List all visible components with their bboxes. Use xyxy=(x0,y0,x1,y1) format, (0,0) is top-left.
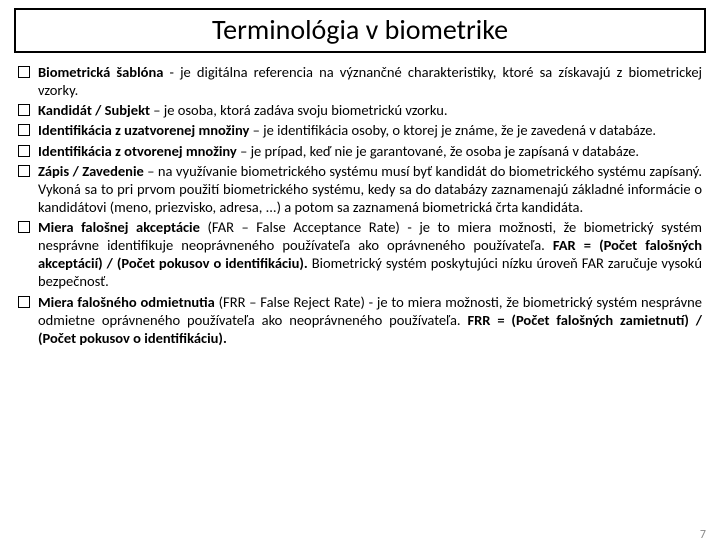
term: Miera falošného odmietnutia xyxy=(38,293,215,311)
item-text: Identifikácia z uzatvorenej množiny – je… xyxy=(38,121,656,139)
item-text: Miera falošného odmietnutia (FRR – False… xyxy=(38,293,702,347)
list-item: Identifikácia z otvorenej množiny – je p… xyxy=(18,142,702,160)
term: Identifikácia z otvorenej množiny xyxy=(38,142,237,160)
square-bullet-icon xyxy=(18,296,30,308)
definition: – je prípad, keď nie je garantované, že … xyxy=(237,142,639,160)
list-item: Biometrická šablóna - je digitálna refer… xyxy=(18,63,702,99)
square-bullet-icon xyxy=(18,66,30,78)
list-item: Kandidát / Subjekt – je osoba, ktorá zad… xyxy=(18,101,702,119)
item-text: Kandidát / Subjekt – je osoba, ktorá zad… xyxy=(38,101,448,119)
definition: – je identifikácia osoby, o ktorej je zn… xyxy=(249,121,656,139)
list-item: Miera falošnej akceptácie (FAR – False A… xyxy=(18,218,702,291)
term: Kandidát / Subjekt xyxy=(38,101,150,119)
slide-title: Terminológia v biometrike xyxy=(16,12,704,47)
content-area: Biometrická šablóna - je digitálna refer… xyxy=(0,63,720,347)
list-item: Identifikácia z uzatvorenej množiny – je… xyxy=(18,121,702,139)
square-bullet-icon xyxy=(18,124,30,136)
item-text: Miera falošnej akceptácie (FAR – False A… xyxy=(38,218,702,291)
list-item: Miera falošného odmietnutia (FRR – False… xyxy=(18,293,702,347)
term: Biometrická šablóna xyxy=(38,63,163,81)
square-bullet-icon xyxy=(18,221,30,233)
term: Identifikácia z uzatvorenej množiny xyxy=(38,121,249,139)
item-text: Identifikácia z otvorenej množiny – je p… xyxy=(38,142,639,160)
square-bullet-icon xyxy=(18,145,30,157)
square-bullet-icon xyxy=(18,104,30,116)
item-text: Biometrická šablóna - je digitálna refer… xyxy=(38,63,702,99)
term: Zápis / Zavedenie xyxy=(38,162,144,180)
definition: – je osoba, ktorá zadáva svoju biometric… xyxy=(150,101,448,119)
item-text: Zápis / Zavedenie – na využívanie biomet… xyxy=(38,162,702,216)
term: Miera falošnej akceptácie xyxy=(38,218,200,236)
square-bullet-icon xyxy=(18,165,30,177)
title-container: Terminológia v biometrike xyxy=(14,8,706,53)
list-item: Zápis / Zavedenie – na využívanie biomet… xyxy=(18,162,702,216)
